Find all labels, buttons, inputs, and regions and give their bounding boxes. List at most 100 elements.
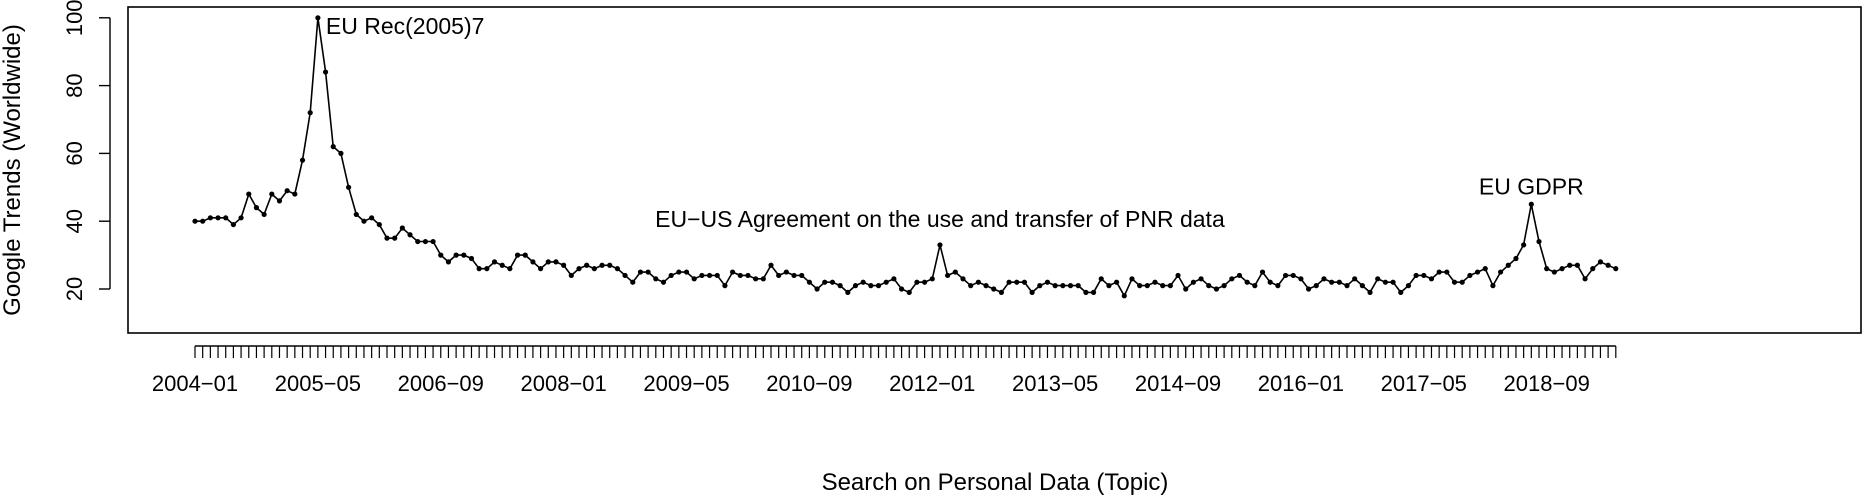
data-point bbox=[1267, 279, 1273, 285]
data-point bbox=[860, 279, 866, 285]
data-point bbox=[822, 279, 828, 285]
data-point bbox=[1298, 276, 1304, 282]
data-point bbox=[891, 276, 897, 282]
data-point bbox=[461, 252, 467, 258]
data-point bbox=[1559, 266, 1565, 272]
data-point bbox=[1090, 289, 1097, 295]
data-point bbox=[1229, 276, 1235, 282]
data-point bbox=[1152, 279, 1158, 285]
data-point bbox=[699, 272, 705, 279]
data-point bbox=[1551, 269, 1557, 275]
data-point bbox=[1236, 272, 1243, 279]
data-point bbox=[346, 184, 352, 190]
data-point bbox=[898, 286, 905, 292]
x-tick-label: 2004−01 bbox=[152, 371, 238, 396]
data-point bbox=[230, 221, 236, 228]
data-point bbox=[983, 283, 989, 289]
data-point bbox=[315, 15, 321, 21]
data-point bbox=[261, 211, 267, 218]
data-point bbox=[745, 272, 751, 279]
data-point bbox=[783, 269, 789, 275]
data-point bbox=[1175, 272, 1181, 279]
data-point bbox=[622, 272, 628, 279]
annotations: EU Rec(2005)7 EU−US Agreement on the use … bbox=[326, 13, 1584, 232]
series-line-group bbox=[192, 15, 1619, 299]
data-point bbox=[991, 286, 997, 292]
data-point bbox=[192, 218, 198, 224]
x-tick-label: 2005−05 bbox=[275, 371, 361, 396]
data-point bbox=[292, 191, 298, 197]
data-point bbox=[1213, 286, 1220, 292]
data-point bbox=[1060, 283, 1066, 289]
data-point bbox=[561, 262, 567, 268]
data-point bbox=[415, 238, 421, 245]
data-point bbox=[1490, 283, 1496, 289]
data-point bbox=[1405, 283, 1412, 289]
x-tick-label: 2017−05 bbox=[1381, 371, 1467, 396]
data-point bbox=[499, 262, 505, 268]
data-point bbox=[1336, 279, 1342, 285]
data-point bbox=[330, 144, 336, 150]
data-point bbox=[883, 279, 889, 285]
x-tick-label: 2006−09 bbox=[398, 371, 484, 396]
y-tick-label: 20 bbox=[62, 277, 87, 301]
data-point bbox=[307, 110, 313, 116]
data-point bbox=[1505, 262, 1511, 268]
data-point bbox=[1467, 272, 1473, 279]
annotation-label: EU Rec(2005)7 bbox=[326, 13, 485, 39]
data-point bbox=[737, 272, 743, 279]
data-point bbox=[1513, 255, 1519, 262]
data-point bbox=[545, 259, 551, 265]
data-point bbox=[438, 252, 444, 258]
data-point bbox=[1421, 272, 1427, 279]
data-point bbox=[1160, 283, 1166, 289]
data-point bbox=[568, 272, 574, 279]
data-point bbox=[1613, 266, 1619, 272]
data-point bbox=[1398, 289, 1404, 295]
data-point bbox=[422, 238, 428, 245]
data-point bbox=[1282, 272, 1289, 279]
data-point bbox=[376, 221, 382, 228]
plot-frame bbox=[127, 6, 1862, 334]
y-axis-label: Google Trends (Worldwide) bbox=[0, 24, 26, 316]
data-point bbox=[1044, 279, 1051, 285]
data-point bbox=[645, 269, 651, 275]
data-point bbox=[445, 259, 452, 265]
data-point bbox=[1482, 266, 1488, 272]
data-point bbox=[238, 215, 244, 221]
data-point bbox=[791, 272, 797, 279]
data-point bbox=[322, 69, 329, 75]
data-point bbox=[845, 289, 851, 295]
data-point bbox=[507, 266, 513, 272]
data-point bbox=[276, 198, 283, 204]
data-point bbox=[1252, 283, 1258, 289]
data-point bbox=[1052, 283, 1058, 289]
data-point bbox=[1021, 279, 1028, 285]
x-tick-label: 2013−05 bbox=[1012, 371, 1098, 396]
data-point bbox=[1436, 269, 1442, 275]
data-point bbox=[998, 289, 1005, 295]
data-point bbox=[1352, 276, 1358, 282]
data-point bbox=[1198, 276, 1204, 282]
data-point bbox=[1029, 289, 1035, 295]
data-point bbox=[538, 266, 544, 272]
data-point bbox=[576, 266, 582, 272]
data-point bbox=[1098, 276, 1104, 282]
data-point bbox=[653, 276, 659, 282]
data-point bbox=[837, 283, 843, 289]
data-point bbox=[722, 283, 728, 289]
data-point bbox=[1528, 201, 1534, 207]
data-point bbox=[1390, 279, 1396, 285]
data-point bbox=[952, 269, 958, 275]
data-point bbox=[1144, 283, 1150, 289]
data-point bbox=[484, 266, 490, 272]
x-tick-label: 2014−09 bbox=[1135, 371, 1221, 396]
data-point bbox=[1321, 276, 1327, 282]
data-point bbox=[683, 269, 690, 275]
data-point bbox=[730, 269, 736, 275]
data-point bbox=[1574, 262, 1580, 268]
data-point bbox=[207, 215, 213, 221]
data-point bbox=[384, 235, 390, 241]
data-point bbox=[353, 211, 359, 218]
